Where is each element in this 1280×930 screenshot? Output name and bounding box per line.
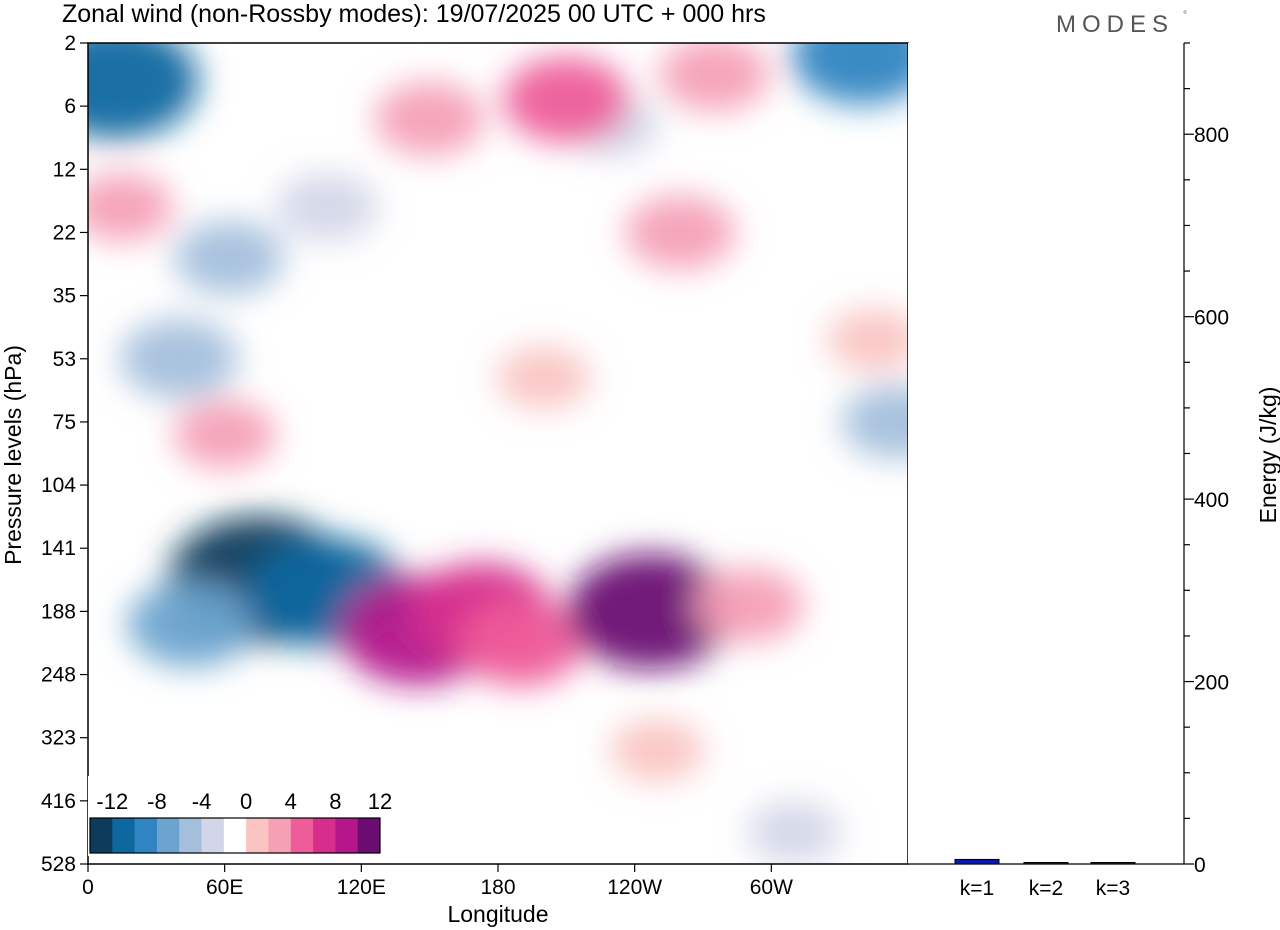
wind-region xyxy=(88,173,174,242)
colorbar-swatch xyxy=(335,818,359,853)
energy-tick-label: 0 xyxy=(1194,854,1206,877)
y-tick-label: 35 xyxy=(53,285,76,308)
wind-region xyxy=(120,318,239,399)
x-axis-label: Longitude xyxy=(447,901,548,927)
x-axis: 0 60E 120E 180 120W 60W xyxy=(82,864,793,899)
y-tick-label: 6 xyxy=(64,95,76,118)
energy-panel xyxy=(908,43,1184,864)
y-tick-label: 416 xyxy=(41,790,76,813)
x-tick-label: 180 xyxy=(480,876,515,899)
wind-region xyxy=(841,384,908,459)
wind-region xyxy=(88,43,199,139)
energy-bar xyxy=(1023,862,1069,865)
wind-region xyxy=(503,56,630,143)
energy-bar xyxy=(954,858,1000,865)
x-tick-label: 0 xyxy=(82,876,94,899)
energy-category-label: k=1 xyxy=(960,877,994,900)
colorbar-swatch xyxy=(134,818,158,853)
y-tick-label: 188 xyxy=(41,600,76,623)
wind-region xyxy=(496,346,591,409)
y-tick-label: 53 xyxy=(53,348,76,371)
colorbar-swatch xyxy=(201,818,225,853)
y-tick-label: 12 xyxy=(53,158,76,181)
colorbar-tick-label: 0 xyxy=(240,789,252,814)
colorbar-tick-label: 12 xyxy=(368,789,392,814)
energy-tick-label: 600 xyxy=(1194,307,1229,330)
colorbar-tick-label: -12 xyxy=(96,789,128,814)
chart-title: Zonal wind (non-Rossby modes): 19/07/202… xyxy=(62,0,766,28)
colorbar-swatch xyxy=(223,818,247,853)
energy-tick-label: 400 xyxy=(1194,489,1229,512)
colorbar-swatch xyxy=(357,818,381,853)
wind-region xyxy=(625,195,736,270)
wind-region xyxy=(567,553,734,670)
y-axis: 2 6 12 22 35 53 75 104 141 188 248 323 416 528 xyxy=(41,32,88,876)
y-tick-label: 141 xyxy=(41,537,76,560)
x-tick-label: 60E xyxy=(206,876,243,899)
wind-region xyxy=(173,400,276,469)
energy-tick-label: 200 xyxy=(1194,672,1229,695)
energy-axis-label: Energy (J/kg) xyxy=(1255,387,1280,524)
colorbar-swatch xyxy=(112,818,136,853)
colorbar-swatch xyxy=(290,818,314,853)
y-tick-label: 75 xyxy=(53,411,76,434)
wind-region xyxy=(127,581,254,668)
wind-region xyxy=(610,719,705,782)
colorbar-tick-label: -8 xyxy=(147,789,167,814)
energy-chart: 0 200 400 600 800 k=1 k=2 k=3 xyxy=(954,42,1229,900)
x-tick-label: 60W xyxy=(750,876,793,899)
colorbar-tick-label: 4 xyxy=(285,789,297,814)
modes-logo: MODES xyxy=(1056,11,1174,38)
colorbar-tick-label: -4 xyxy=(192,789,212,814)
y-tick-label: 323 xyxy=(41,727,76,750)
colorbar-swatch xyxy=(179,818,203,853)
heatmap-area xyxy=(88,43,908,864)
energy-category-label: k=3 xyxy=(1096,877,1130,900)
x-tick-label: 120E xyxy=(337,876,386,899)
wind-region xyxy=(374,81,485,156)
y-tick-label: 248 xyxy=(41,664,76,687)
energy-bar xyxy=(1090,862,1136,865)
colorbar-swatch xyxy=(268,818,292,853)
wind-region xyxy=(791,43,908,105)
y-tick-label: 22 xyxy=(53,221,76,244)
colorbar-tick-label: 8 xyxy=(329,789,341,814)
y-tick-label: 2 xyxy=(64,32,76,55)
colorbar-swatch xyxy=(156,818,180,853)
y-tick-label: 528 xyxy=(41,853,76,876)
logo-mark: ° xyxy=(1183,10,1187,21)
colorbar-frame xyxy=(89,817,381,854)
wind-region xyxy=(659,43,770,112)
colorbar: -12 -8 -4 0 4 8 12 xyxy=(88,776,392,856)
wind-field xyxy=(88,43,908,864)
y-tick-label: 104 xyxy=(41,474,76,497)
colorbar-swatch xyxy=(313,818,336,853)
wind-region xyxy=(174,220,285,295)
energy-category-label: k=2 xyxy=(1029,877,1063,900)
y-axis-label: Pressure levels (hPa) xyxy=(0,345,26,565)
energy-tick-label: 800 xyxy=(1194,124,1229,147)
wind-region xyxy=(457,599,584,686)
wind-region xyxy=(826,308,908,371)
colorbar-swatch xyxy=(246,818,269,853)
wind-region xyxy=(276,173,379,242)
colorbar-swatch xyxy=(90,818,113,853)
wind-region xyxy=(747,801,842,864)
x-tick-label: 120W xyxy=(607,876,662,899)
wind-region xyxy=(693,568,804,643)
